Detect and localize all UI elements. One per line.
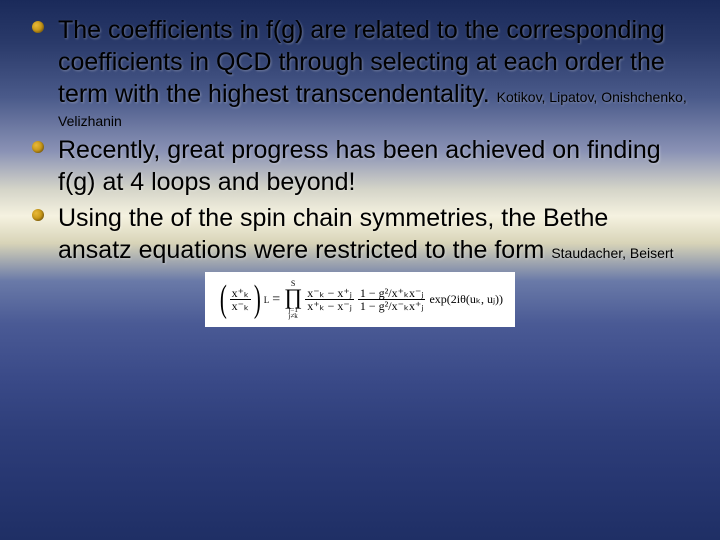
- bullet-1-cite-cont: Velizhanin: [58, 112, 688, 130]
- f1-den: x⁺ₖ − x⁻ⱼ: [305, 300, 354, 313]
- bullet-dot-icon: [32, 141, 44, 153]
- bullet-item-3: Using the of the spin chain symmetries, …: [32, 202, 688, 266]
- f2-den: 1 − g²/x⁻ₖx⁺ⱼ: [358, 300, 426, 313]
- bullet-1-cite: Kotikov, Lipatov, Onishchenko,: [497, 89, 687, 105]
- formula-lhs-frac: x⁺ₖ x⁻ₖ: [230, 287, 251, 313]
- slide-body: The coefficients in f(g) are related to …: [0, 0, 720, 540]
- bullet-2-text: Recently, great progress has been achiev…: [58, 136, 661, 196]
- bullet-1-text: The coefficients in f(g) are related to …: [58, 16, 687, 108]
- prod-bot2: j≠k: [289, 313, 298, 319]
- lhs-num: x⁺ₖ: [230, 287, 251, 301]
- bullet-dot-icon: [32, 21, 44, 33]
- bullet-3-cite: Staudacher, Beisert: [551, 245, 673, 261]
- bullet-2-main: Recently, great progress has been achiev…: [58, 136, 661, 196]
- paren-right-icon: ): [254, 284, 261, 314]
- product-symbol: S ∏ j=1 j≠k: [284, 280, 302, 319]
- formula-frac1: x⁻ₖ − x⁺ⱼ x⁺ₖ − x⁻ⱼ: [305, 287, 354, 313]
- formula-tail: exp(2iθ(uₖ, uⱼ)): [429, 292, 503, 307]
- bullet-item-1: The coefficients in f(g) are related to …: [32, 14, 688, 130]
- lhs-den: x⁻ₖ: [230, 300, 251, 313]
- formula-exponent: L: [264, 295, 270, 305]
- formula-frac2: 1 − g²/x⁺ₖx⁻ⱼ 1 − g²/x⁻ₖx⁺ⱼ: [358, 287, 426, 313]
- f1-num: x⁻ₖ − x⁺ⱼ: [305, 287, 354, 301]
- bullet-dot-icon: [32, 209, 44, 221]
- bullet-3-main: Using the of the spin chain symmetries, …: [58, 204, 608, 264]
- formula-image: ( x⁺ₖ x⁻ₖ ) L = S ∏ j=1 j≠k x⁻ₖ − x⁺ⱼ x⁺…: [205, 272, 515, 327]
- formula-eq: =: [272, 292, 280, 308]
- f2-num: 1 − g²/x⁺ₖx⁻ⱼ: [358, 287, 426, 301]
- paren-left-icon: (: [220, 284, 227, 314]
- bullet-item-2: Recently, great progress has been achiev…: [32, 134, 688, 198]
- prod-icon: ∏: [284, 288, 302, 307]
- bullet-3-text: Using the of the spin chain symmetries, …: [58, 204, 674, 264]
